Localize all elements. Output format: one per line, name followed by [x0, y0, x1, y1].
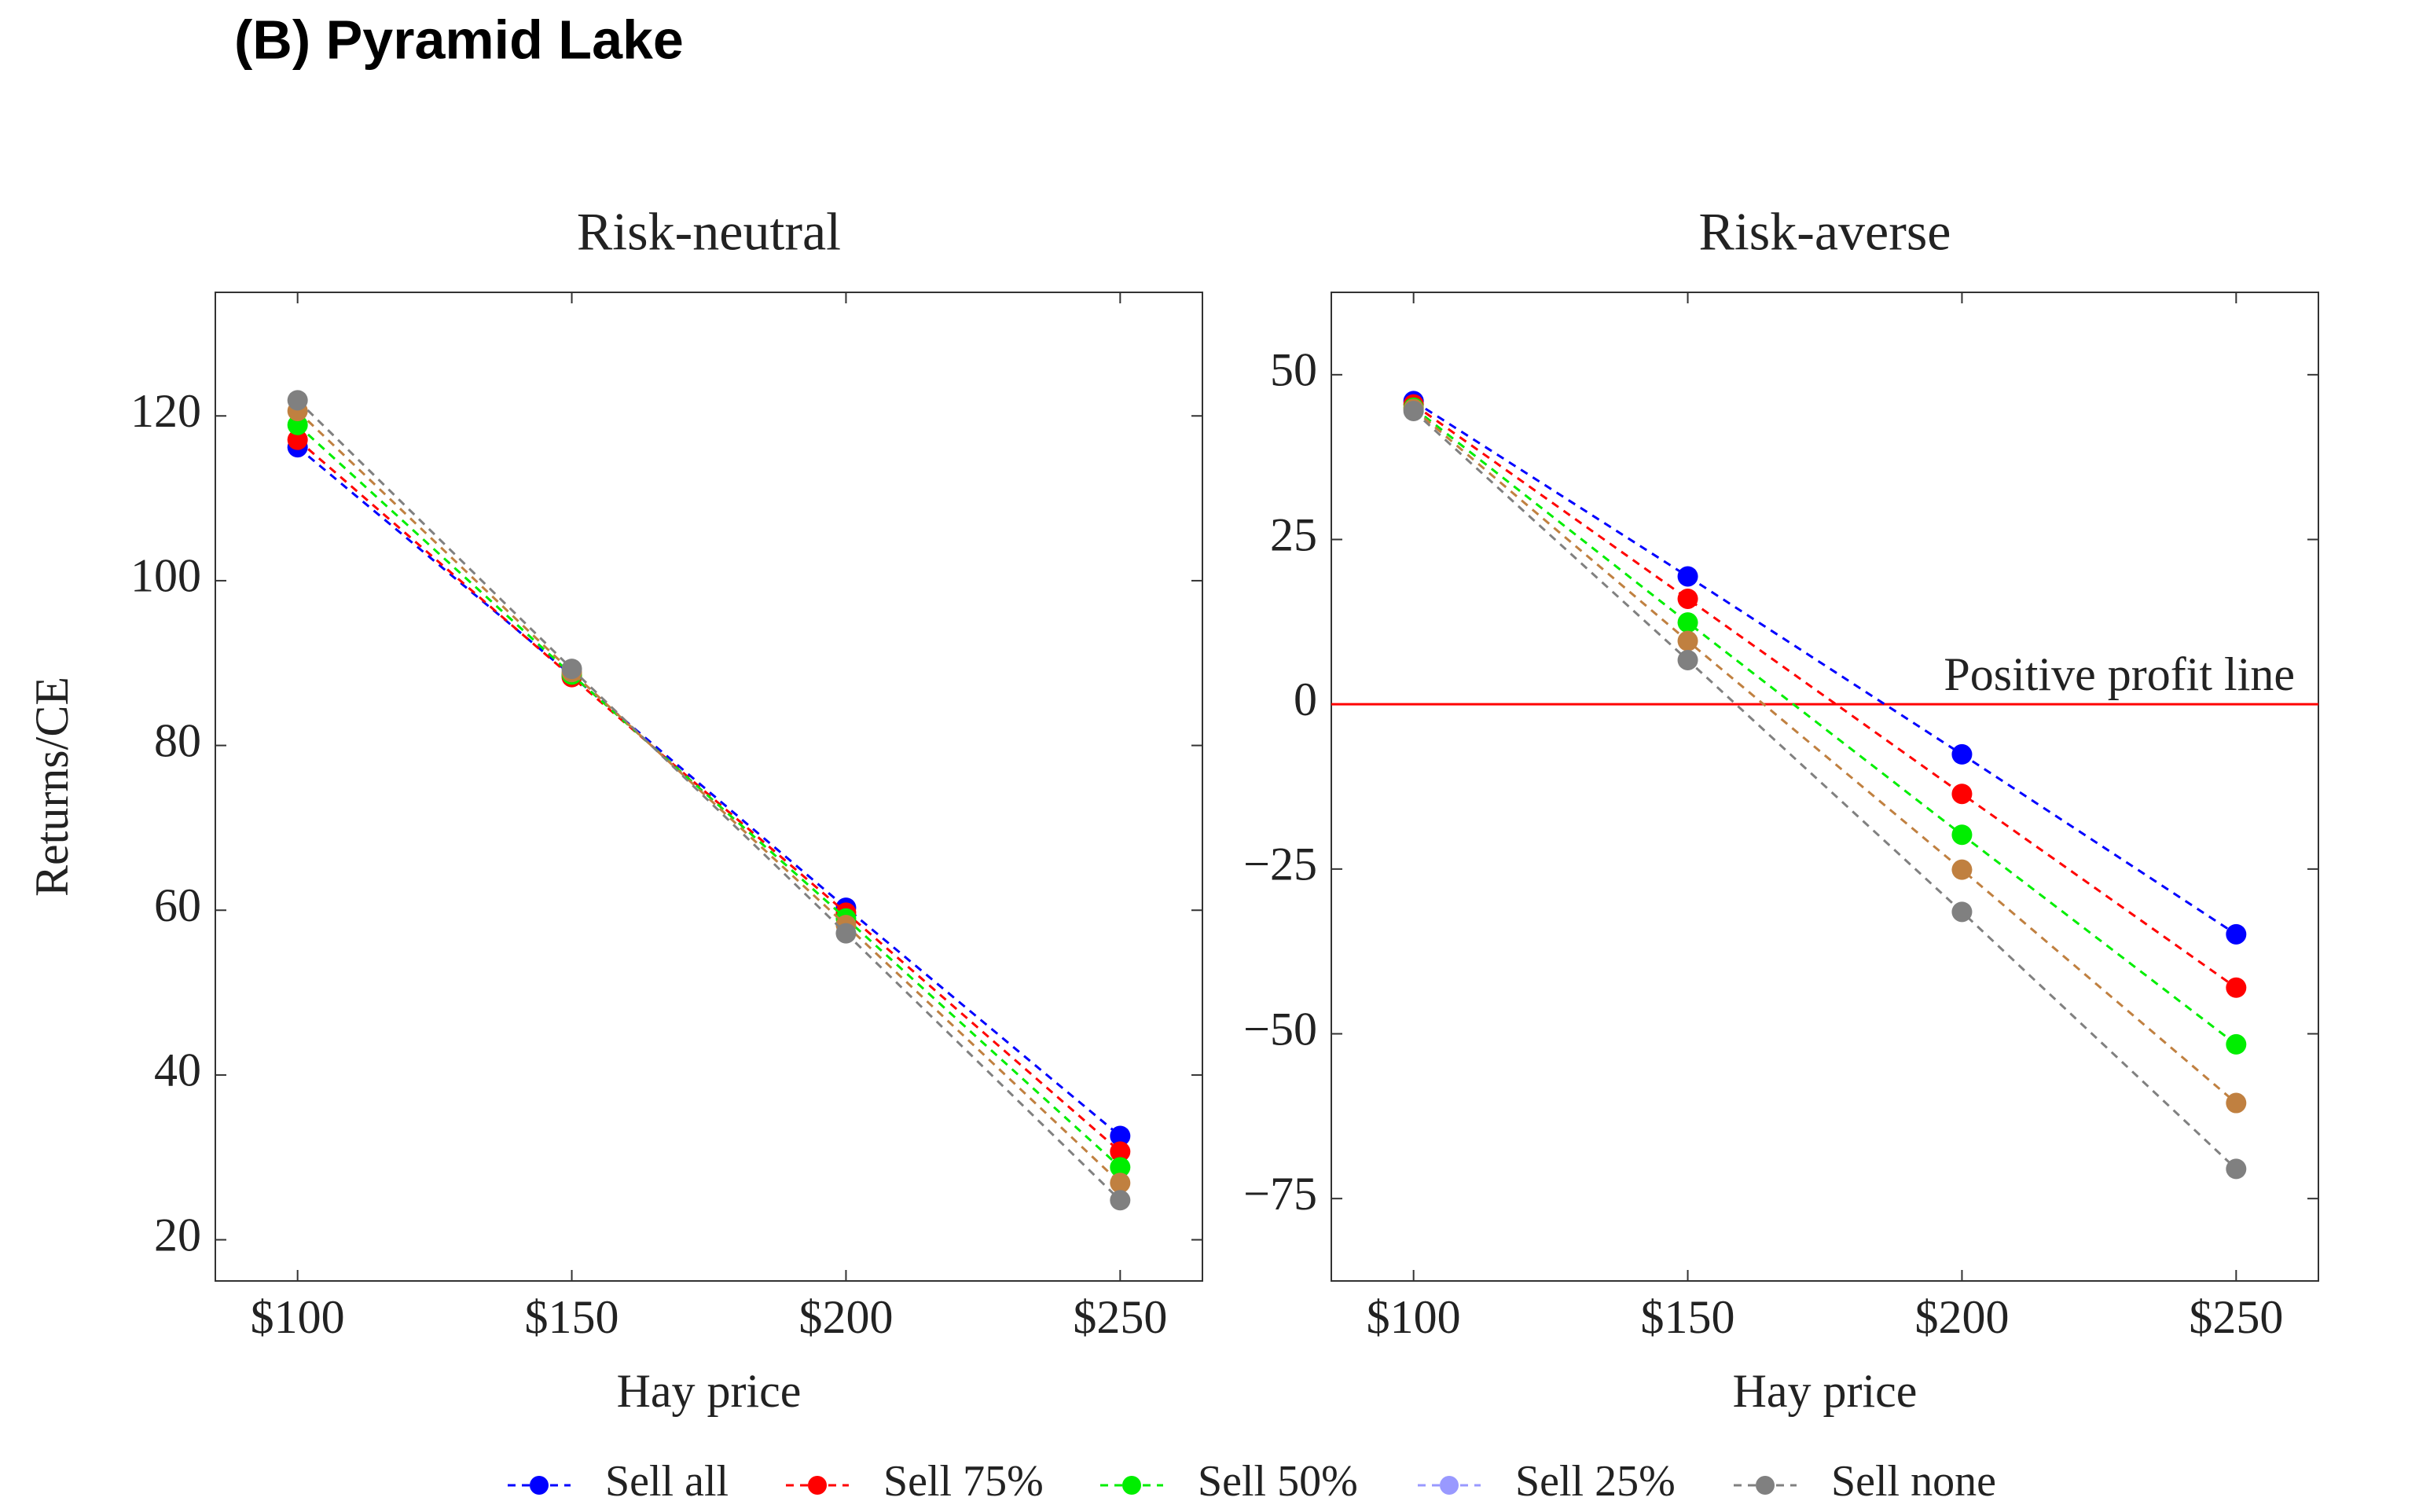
data-point	[1677, 630, 1698, 651]
y-tick-label: 0	[1294, 673, 1317, 725]
plot-frame	[1331, 292, 2319, 1282]
data-point	[1951, 859, 1973, 880]
data-point	[1110, 1173, 1131, 1194]
data-point	[2226, 977, 2247, 998]
data-point	[835, 923, 857, 944]
legend-label: Sell none	[1831, 1457, 1996, 1506]
y-tick-label: −25	[1243, 839, 1317, 890]
y-tick-label: 100	[130, 550, 201, 602]
legend-label: Sell 25%	[1515, 1457, 1676, 1506]
y-tick-label: 40	[154, 1044, 201, 1096]
data-point	[1677, 588, 1698, 609]
data-point	[287, 414, 308, 435]
series-line	[1412, 406, 2237, 1046]
data-point	[2226, 1092, 2247, 1114]
x-tick-label: $200	[798, 1291, 893, 1343]
legend-marker	[1756, 1476, 1775, 1495]
data-point	[1951, 743, 1973, 765]
data-point	[1677, 612, 1698, 633]
legend-marker	[1122, 1476, 1141, 1495]
data-point	[1403, 400, 1424, 421]
y-tick-label: 25	[1270, 508, 1317, 560]
y-tick-label: 120	[130, 385, 201, 437]
data-point	[1110, 1190, 1131, 1211]
figure-title: (B) Pyramid Lake	[234, 9, 684, 70]
x-tick-label: $100	[1367, 1291, 1461, 1343]
x-axis-label: Hay price	[617, 1365, 802, 1417]
series-line	[296, 399, 1121, 1202]
data-point	[1110, 1125, 1131, 1147]
data-point	[1951, 784, 1973, 805]
reference-label: Positive profit line	[1944, 648, 2295, 700]
y-tick-label: 50	[1270, 344, 1317, 396]
y-tick-label: 60	[154, 879, 201, 931]
chart-title: Risk-neutral	[577, 202, 841, 262]
legend-marker	[808, 1476, 827, 1495]
series-line	[296, 424, 1121, 1169]
data-point	[287, 390, 308, 411]
plot-frame	[215, 292, 1203, 1282]
legend-marker	[530, 1476, 549, 1495]
x-tick-label: $150	[1641, 1291, 1735, 1343]
legend-label: Sell 75%	[883, 1457, 1044, 1506]
legend-marker	[1440, 1476, 1459, 1495]
data-point	[1110, 1157, 1131, 1178]
y-tick-label: −75	[1243, 1168, 1317, 1220]
y-tick-label: −50	[1243, 1003, 1317, 1055]
data-point	[2226, 1033, 2247, 1055]
series-line	[296, 446, 1121, 1137]
chart-title: Risk-averse	[1698, 202, 1951, 262]
data-point	[1677, 566, 1698, 587]
y-axis-label: Returns/CE	[26, 677, 78, 897]
series-line	[1412, 409, 2237, 1170]
x-tick-label: $100	[251, 1291, 345, 1343]
data-point	[561, 659, 582, 680]
series-line	[1412, 403, 2237, 989]
series-line	[296, 439, 1121, 1153]
x-tick-label: $150	[525, 1291, 619, 1343]
y-tick-label: 80	[154, 714, 201, 766]
x-tick-label: $200	[1914, 1291, 2009, 1343]
series-line	[1412, 400, 2237, 936]
data-point	[1677, 649, 1698, 670]
data-point	[1951, 901, 1973, 923]
legend-label: Sell all	[605, 1457, 729, 1506]
series-line	[1412, 408, 2237, 1104]
x-tick-label: $250	[1073, 1291, 1167, 1343]
y-tick-label: 20	[154, 1209, 201, 1261]
x-axis-label: Hay price	[1733, 1365, 1918, 1417]
series-line	[296, 409, 1121, 1184]
data-point	[1951, 824, 1973, 846]
x-tick-label: $250	[2189, 1291, 2283, 1343]
data-point	[2226, 1158, 2247, 1180]
data-point	[287, 429, 308, 450]
data-point	[2226, 923, 2247, 945]
data-point	[1110, 1141, 1131, 1162]
legend-label: Sell 50%	[1198, 1457, 1358, 1506]
